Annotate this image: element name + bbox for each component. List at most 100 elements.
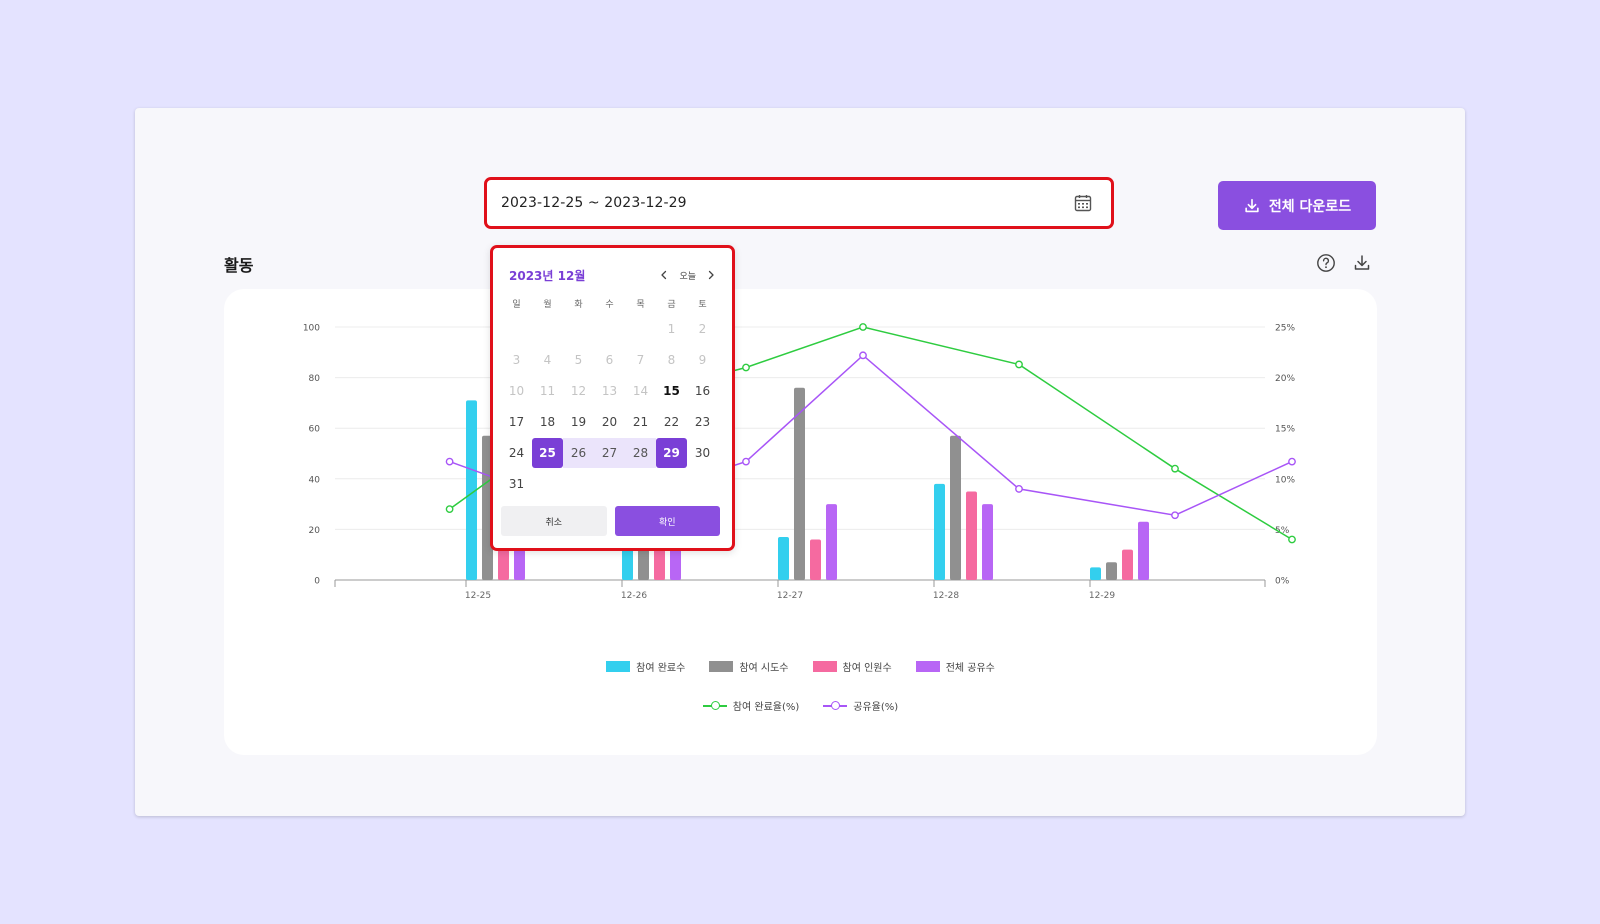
bar xyxy=(778,536,789,580)
calendar-day[interactable]: 29 xyxy=(656,437,687,468)
calendar-day[interactable]: 7 xyxy=(636,352,645,367)
calendar-day[interactable]: 2 xyxy=(698,321,707,336)
legend-label: 전체 공유수 xyxy=(945,663,995,674)
chart-download-icon[interactable] xyxy=(1352,253,1372,273)
legend-item-share-rate[interactable]: 공유율(%) xyxy=(823,698,898,713)
calendar-day[interactable]: 5 xyxy=(574,352,583,367)
calendar-week-row: 3 4 5 6 7 8 9 xyxy=(501,344,724,375)
weekday-label: 일 xyxy=(512,299,521,310)
bar xyxy=(934,483,945,580)
calendar-day[interactable]: 11 xyxy=(539,383,556,398)
legend-line-swatch xyxy=(702,700,727,711)
calendar-month-label: 2023년 12월 xyxy=(509,268,586,283)
confirm-button[interactable]: 확인 xyxy=(614,506,720,536)
calendar-day[interactable]: 13 xyxy=(601,383,618,398)
line-point xyxy=(742,363,750,372)
calendar-day[interactable]: 16 xyxy=(694,383,711,398)
calendar-empty-cell xyxy=(563,469,594,499)
calendar-day[interactable]: 1 xyxy=(667,321,676,336)
calendar-empty-cell xyxy=(501,314,532,344)
calendar-empty-cell xyxy=(563,314,594,344)
calendar-day[interactable]: 27 xyxy=(594,437,625,468)
calendar-day[interactable]: 20 xyxy=(601,414,618,429)
calendar-week-row: 10 11 12 13 14 15 16 xyxy=(501,375,724,406)
calendar-empty-cell xyxy=(594,469,625,499)
weekday-label: 목 xyxy=(636,299,645,310)
calendar-empty-cell xyxy=(532,469,563,499)
y-tick-label: 80 xyxy=(309,374,321,384)
bar xyxy=(950,435,961,580)
calendar-icon[interactable] xyxy=(1073,193,1093,213)
bar xyxy=(982,504,993,580)
calendar-day[interactable]: 17 xyxy=(508,414,525,429)
calendar-day[interactable]: 3 xyxy=(512,352,521,367)
bar xyxy=(466,400,477,580)
calendar-day[interactable]: 30 xyxy=(694,445,711,460)
line-point xyxy=(445,457,454,466)
y-tick-label: 0 xyxy=(314,577,320,587)
line-point xyxy=(445,505,454,514)
today-button[interactable]: 오늘 xyxy=(679,271,696,282)
line-point xyxy=(859,323,867,331)
calendar-day[interactable]: 22 xyxy=(663,414,680,429)
line-point xyxy=(859,351,867,360)
cancel-button[interactable]: 취소 xyxy=(501,506,607,536)
calendar-day[interactable]: 15 xyxy=(663,383,680,398)
calendar-empty-cell xyxy=(656,469,687,499)
y2-tick-label: 0% xyxy=(1275,577,1290,587)
x-tick-label: 12-29 xyxy=(1089,591,1115,601)
calendar-day[interactable]: 28 xyxy=(625,437,656,468)
chevron-right-icon[interactable] xyxy=(706,270,716,280)
x-tick-label: 12-28 xyxy=(933,591,959,601)
bar xyxy=(1090,567,1101,580)
bar xyxy=(794,387,805,580)
calendar-empty-cell xyxy=(594,314,625,344)
line-point xyxy=(1171,464,1179,473)
calendar-day[interactable]: 21 xyxy=(632,414,649,429)
download-all-button[interactable]: 전체 다운로드 xyxy=(1218,181,1376,230)
calendar-day[interactable]: 14 xyxy=(632,383,649,398)
legend-item-completion-rate[interactable]: 참여 완료율(%) xyxy=(702,698,800,713)
calendar-day[interactable]: 25 xyxy=(532,437,563,468)
date-picker-popup: 2023년 12월 오늘 일 월 화 수 목 금 토 1 2 3 4 5 6 7 8 9 10 11… xyxy=(490,245,735,551)
weekday-label: 토 xyxy=(698,299,707,310)
calendar-day[interactable]: 19 xyxy=(570,414,587,429)
calendar-day[interactable]: 4 xyxy=(543,352,552,367)
legend-label: 공유율(%) xyxy=(853,702,899,713)
date-range-picker[interactable]: 2023-12-25 ~ 2023-12-29 xyxy=(484,177,1114,229)
y-tick-label: 20 xyxy=(309,526,321,536)
legend-swatch xyxy=(709,661,734,672)
chevron-left-icon[interactable] xyxy=(659,270,669,280)
weekday-label: 화 xyxy=(574,299,583,310)
bar-legend: 참여 완료수 참여 시도수 참여 인원수 전체 공유수 xyxy=(224,659,1377,674)
bar xyxy=(1106,562,1117,580)
line-point xyxy=(1015,360,1023,369)
line-legend: 참여 완료율(%) 공유율(%) xyxy=(224,698,1377,713)
calendar-day[interactable]: 26 xyxy=(563,437,594,468)
calendar-day[interactable]: 6 xyxy=(605,352,614,367)
calendar-day[interactable]: 10 xyxy=(508,383,525,398)
legend-item-participants[interactable]: 참여 인원수 xyxy=(812,659,892,674)
calendar-week-row: 17 18 19 20 21 22 23 xyxy=(501,406,724,437)
calendar-day[interactable]: 8 xyxy=(667,352,676,367)
calendar-day[interactable]: 18 xyxy=(539,414,556,429)
calendar-header: 2023년 12월 오늘 xyxy=(509,265,716,285)
legend-item-completed[interactable]: 참여 완료수 xyxy=(606,659,685,674)
calendar-day[interactable]: 23 xyxy=(694,414,711,429)
calendar-day[interactable]: 12 xyxy=(570,383,587,398)
calendar-empty-cell xyxy=(625,469,656,499)
calendar-day[interactable]: 9 xyxy=(698,352,707,367)
date-range-value: 2023-12-25 ~ 2023-12-29 xyxy=(501,195,687,211)
legend-label: 참여 완료율(%) xyxy=(732,702,800,713)
calendar-weekday-row: 일 월 화 수 목 금 토 xyxy=(501,293,724,313)
calendar-day[interactable]: 31 xyxy=(508,476,525,491)
x-tick-label: 12-25 xyxy=(465,591,491,601)
section-title: 활동 xyxy=(224,256,254,275)
help-icon[interactable] xyxy=(1316,253,1336,273)
legend-item-attempts[interactable]: 참여 시도수 xyxy=(709,659,789,674)
legend-item-shares[interactable]: 전체 공유수 xyxy=(915,659,995,674)
calendar-day[interactable]: 24 xyxy=(508,445,525,460)
x-tick-label: 12-26 xyxy=(621,591,647,601)
y-tick-label: 40 xyxy=(309,475,321,485)
